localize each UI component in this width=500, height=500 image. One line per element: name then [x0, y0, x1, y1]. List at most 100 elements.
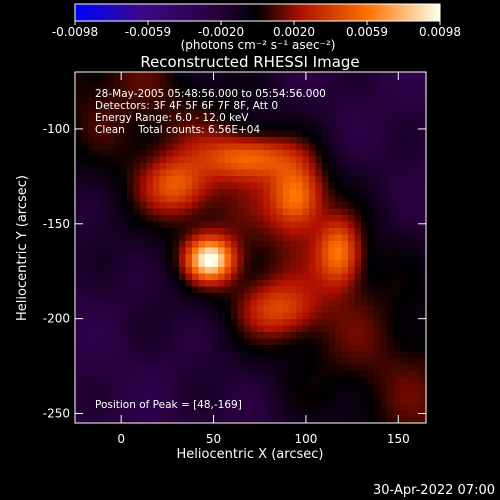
heatmap-cell — [263, 299, 271, 307]
heatmap-cell — [185, 117, 193, 125]
heatmap-cell — [335, 332, 343, 340]
heatmap-cell — [140, 176, 148, 184]
heatmap-cell — [270, 247, 278, 255]
heatmap-cell — [140, 208, 148, 216]
heatmap-cell — [166, 293, 174, 301]
heatmap-cell — [146, 280, 154, 288]
heatmap-cell — [302, 260, 310, 268]
heatmap-cell — [341, 169, 349, 177]
heatmap-cell — [231, 195, 239, 203]
heatmap-cell — [166, 351, 174, 359]
heatmap-cell — [244, 169, 252, 177]
heatmap-cell — [250, 221, 258, 229]
heatmap-cell — [172, 241, 180, 249]
heatmap-cell — [224, 137, 232, 145]
heatmap-cell — [133, 286, 141, 294]
heatmap-cell — [250, 338, 258, 346]
heatmap-cell — [322, 410, 330, 418]
heatmap-cell — [400, 358, 408, 366]
heatmap-cell — [127, 104, 135, 112]
heatmap-cell — [406, 202, 414, 210]
heatmap-cell — [94, 416, 102, 424]
heatmap-cell — [81, 150, 89, 158]
heatmap-cell — [172, 299, 180, 307]
heatmap-cell — [413, 384, 421, 392]
heatmap-cell — [406, 137, 414, 145]
heatmap-cell — [120, 85, 128, 93]
heatmap-cell — [244, 280, 252, 288]
heatmap-cell — [335, 91, 343, 99]
heatmap-cell — [94, 130, 102, 138]
heatmap-cell — [250, 390, 258, 398]
heatmap-cell — [166, 260, 174, 268]
heatmap-cell — [88, 377, 96, 385]
heatmap-cell — [94, 299, 102, 307]
heatmap-cell — [159, 215, 167, 223]
heatmap-cell — [296, 397, 304, 405]
heatmap-cell — [348, 332, 356, 340]
heatmap-cell — [192, 273, 200, 281]
heatmap-cell — [354, 85, 362, 93]
heatmap-cell — [380, 416, 388, 424]
heatmap-cell — [88, 345, 96, 353]
heatmap-cell — [374, 325, 382, 333]
heatmap-cell — [393, 319, 401, 327]
heatmap-cell — [166, 345, 174, 353]
heatmap-cell — [146, 312, 154, 320]
heatmap-cell — [302, 189, 310, 197]
heatmap-cell — [185, 384, 193, 392]
heatmap-cell — [94, 280, 102, 288]
heatmap-cell — [400, 384, 408, 392]
heatmap-cell — [283, 150, 291, 158]
heatmap-cell — [263, 390, 271, 398]
heatmap-cell — [198, 306, 206, 314]
heatmap-cell — [224, 208, 232, 216]
heatmap-cell — [192, 78, 200, 86]
heatmap-cell — [153, 293, 161, 301]
heatmap-cell — [127, 319, 135, 327]
heatmap-cell — [88, 111, 96, 119]
heatmap-cell — [101, 195, 109, 203]
heatmap-cell — [361, 280, 369, 288]
heatmap-cell — [192, 176, 200, 184]
heatmap-cell — [419, 325, 427, 333]
info-detectors: Detectors: 3F 4F 5F 6F 7F 8F, Att 0 — [95, 100, 278, 112]
heatmap-cell — [107, 241, 115, 249]
heatmap-cell — [393, 202, 401, 210]
heatmap-cell — [335, 345, 343, 353]
heatmap-cell — [380, 130, 388, 138]
heatmap-cell — [309, 247, 317, 255]
heatmap-cell — [166, 384, 174, 392]
heatmap-cell — [114, 215, 122, 223]
heatmap-cell — [367, 306, 375, 314]
heatmap-cell — [133, 358, 141, 366]
heatmap-cell — [166, 325, 174, 333]
heatmap-cell — [296, 104, 304, 112]
heatmap-cell — [172, 273, 180, 281]
heatmap-cell — [127, 163, 135, 171]
heatmap-cell — [224, 169, 232, 177]
heatmap-cell — [114, 319, 122, 327]
heatmap-cell — [218, 247, 226, 255]
heatmap-cell — [88, 202, 96, 210]
heatmap-cell — [244, 130, 252, 138]
heatmap-cell — [328, 306, 336, 314]
heatmap-cell — [263, 351, 271, 359]
heatmap-cell — [328, 338, 336, 346]
heatmap-cell — [114, 85, 122, 93]
heatmap-cell — [348, 234, 356, 242]
heatmap-cell — [354, 254, 362, 262]
heatmap-cell — [322, 319, 330, 327]
heatmap-cell — [302, 332, 310, 340]
heatmap-cell — [146, 124, 154, 132]
heatmap-cell — [237, 358, 245, 366]
heatmap-cell — [354, 234, 362, 242]
heatmap-cell — [367, 293, 375, 301]
heatmap-cell — [159, 338, 167, 346]
heatmap-cell — [218, 91, 226, 99]
heatmap-cell — [133, 280, 141, 288]
heatmap-cell — [75, 137, 83, 145]
heatmap-cell — [127, 390, 135, 398]
heatmap-cell — [166, 234, 174, 242]
heatmap-cell — [153, 150, 161, 158]
